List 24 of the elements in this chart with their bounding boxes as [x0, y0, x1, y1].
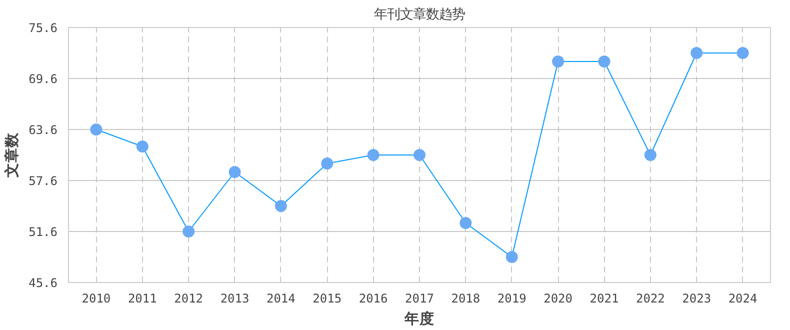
x-tick-label: 2017: [405, 292, 434, 306]
y-tick-label: 51.6: [28, 225, 58, 239]
y-tick-label: 57.6: [28, 174, 58, 188]
x-tick-label: 2018: [451, 292, 480, 306]
x-tick-label: 2021: [590, 292, 619, 306]
x-tick-label: 2019: [497, 292, 526, 306]
y-axis-title: 文章数: [2, 132, 21, 178]
y-tick-label: 63.6: [28, 123, 58, 137]
x-tick-label: 2012: [174, 292, 204, 306]
x-tick-label: 2022: [636, 292, 665, 306]
x-tick-label: 2013: [220, 292, 250, 306]
x-tick-label: 2014: [266, 292, 296, 306]
x-tick-label: 2020: [544, 292, 573, 306]
x-tick-label: 2010: [82, 292, 111, 306]
y-tick-label: 75.6: [28, 21, 58, 35]
x-tick-label: 2015: [312, 292, 342, 306]
x-axis-title: 年度: [404, 310, 434, 328]
y-tick-label: 69.6: [28, 72, 58, 86]
y-tick-label: 45.6: [28, 276, 58, 290]
x-tick-label: 2024: [728, 292, 758, 306]
x-tick-label: 2016: [358, 292, 388, 306]
x-tick-label: 2023: [682, 292, 712, 306]
chart-title: 年刊文章数趋势: [374, 8, 465, 22]
x-tick-label: 2011: [128, 292, 157, 306]
